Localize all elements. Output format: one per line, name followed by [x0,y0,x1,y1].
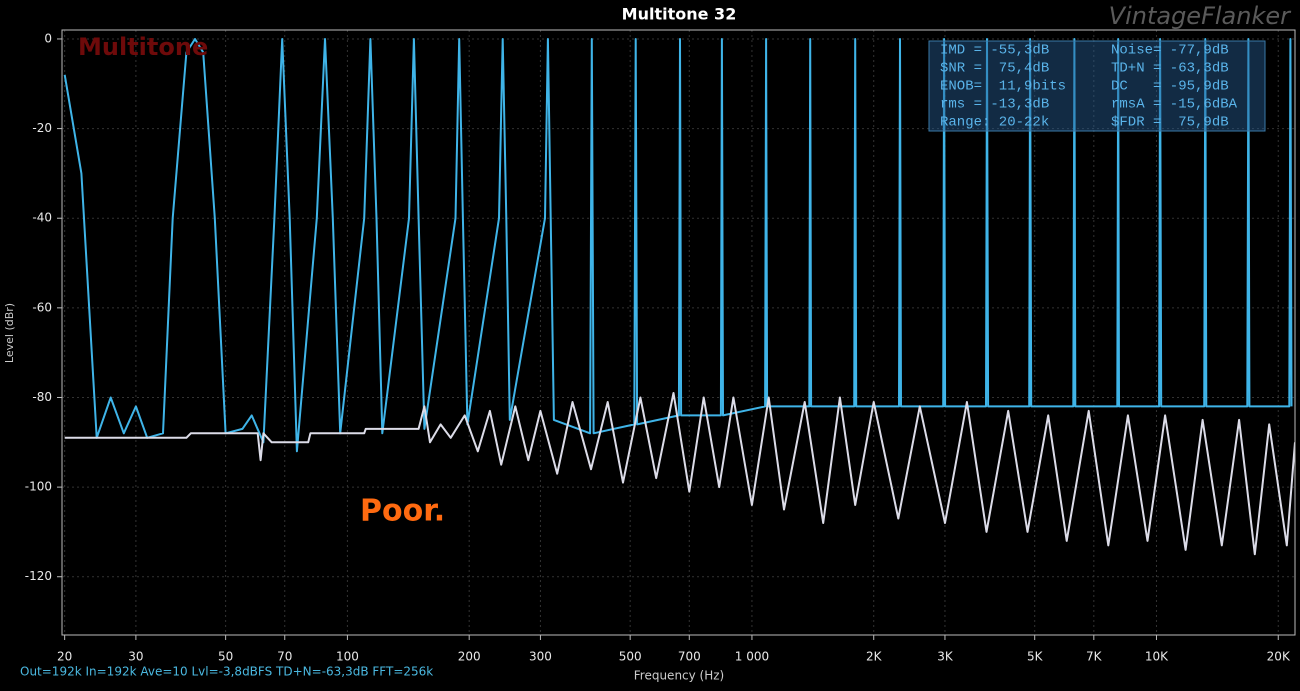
spectrum-line [63,38,1293,453]
x-tick-label: 100 [336,650,359,664]
y-tick-label: 0 [44,31,52,45]
x-tick-label: 300 [529,650,552,664]
stat-text: $FDR = 75,9dB [1111,115,1229,131]
annotation: Poor. [360,494,445,529]
x-tick-label: 70 [277,650,292,664]
x-tick-label: 500 [619,650,642,664]
overlay-label: Multitone [78,33,208,61]
stat-text: IMD = -55,3dB [940,43,1049,59]
x-tick-label: 5K [1027,650,1044,664]
x-tick-label: 20K [1267,650,1291,664]
x-tick-label: 200 [458,650,481,664]
x-tick-label: 30 [128,650,143,664]
y-tick-label: -80 [32,390,52,404]
x-tick-label: 3K [937,650,954,664]
stat-text: Range: 20-22k [940,115,1049,131]
watermark: VintageFlanker [1109,2,1292,30]
y-tick-label: -20 [32,121,52,135]
footer: Out=192k In=192k Ave=10 Lvl=-3,8dBFS TD+… [20,665,433,679]
stat-text: rmsA = -15,6dBA [1111,97,1238,113]
stat-text: ENOB= 11,9bits [940,79,1066,95]
stat-text: Noise= -77,9dB [1111,43,1229,59]
stat-text: DC = -95,9dB [1111,79,1229,95]
stat-text: SNR = 75,4dB [940,61,1049,77]
plot-frame [61,29,1296,636]
stat-text: rms = -13,3dB [940,97,1049,113]
stats-box [928,40,1266,132]
x-tick-label: 7K [1086,650,1103,664]
x-tick-label: 20 [57,650,72,664]
chart-title: Multitone 32 [622,5,737,24]
x-tick-label: 700 [678,650,701,664]
y-tick-label: -60 [32,300,52,314]
y-tick-label: -100 [25,480,52,494]
y-tick-label: -40 [32,211,52,225]
spectrum-line [64,392,1295,556]
x-tick-label: 10K [1145,650,1169,664]
x-tick-label: 50 [218,650,233,664]
x-axis-label: Frequency (Hz) [634,669,725,683]
y-tick-label: -120 [25,569,52,583]
x-tick-label: 1 000 [735,650,769,664]
y-axis-label: Level (dBr) [3,303,16,363]
stat-text: TD+N = -63,3dB [1111,61,1229,77]
x-tick-label: 2K [866,650,883,664]
